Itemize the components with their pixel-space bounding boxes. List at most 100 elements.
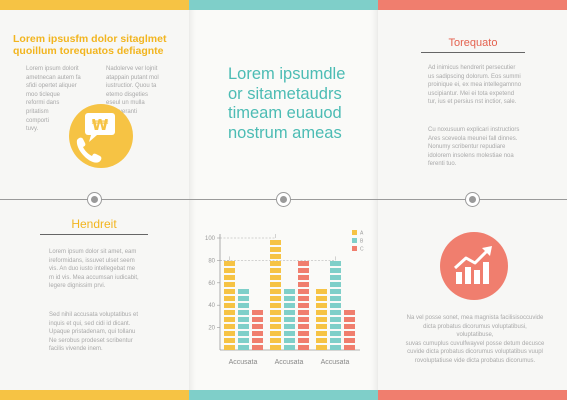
panel3-heading: Torequato — [413, 37, 533, 53]
text-line: Ne serobus prodeset scribentur — [49, 337, 133, 344]
bar-segment — [284, 289, 295, 294]
bar-segment — [238, 296, 249, 301]
panel3-text-col-e: Na vel posse sonet, mea magnista facilis… — [404, 314, 546, 366]
bar-segment — [298, 282, 309, 287]
bar-segment — [238, 324, 249, 329]
bar-segment — [224, 268, 235, 273]
bottom-bar-teal — [189, 390, 378, 400]
bar-segment — [298, 296, 309, 301]
bar-segment — [330, 324, 341, 329]
bar-segment — [270, 296, 281, 301]
bar-segment — [270, 324, 281, 329]
text-line: atappain putant mol — [106, 74, 159, 81]
legend-swatch — [352, 246, 357, 251]
panel1-title: Lorem ipsusfm dolor sitaglmet quoillum t… — [13, 33, 183, 57]
bar-segment — [252, 324, 263, 329]
text-line: legere dignissim prvi. — [49, 283, 106, 290]
bar-segment — [270, 289, 281, 294]
text-line: cuvide dicta probatus dicorumus voluptat… — [407, 349, 543, 356]
bar-segment — [298, 303, 309, 308]
bar-segment — [298, 310, 309, 315]
bar-segment — [224, 345, 235, 350]
text-line: iustructior. Quou ta — [106, 83, 157, 90]
bar-segment — [298, 289, 309, 294]
bar-segment — [284, 317, 295, 322]
bar-segment — [284, 345, 295, 350]
bar-segment — [252, 331, 263, 336]
text-line: dicta probatus dicorumus voluptatibusi, … — [423, 323, 527, 339]
bar-segment — [330, 310, 341, 315]
timeline-node-3 — [465, 192, 480, 207]
text-line: moo ticleque — [26, 91, 61, 98]
bar-segment — [238, 303, 249, 308]
bar-segment — [298, 268, 309, 273]
bar-segment — [270, 275, 281, 280]
text-line: us sadipscing dolorum. Eos summi — [428, 73, 521, 80]
bar-segment — [252, 338, 263, 343]
timeline-node-2 — [276, 192, 291, 207]
panel3-heading-text: Torequato — [448, 37, 498, 49]
bar-segment — [344, 310, 355, 315]
panel1-title-line1: Lorem ipsusfm dolor sitaglmet — [13, 33, 167, 45]
bar-segment — [270, 317, 281, 322]
bar-segment — [298, 317, 309, 322]
panel1-text-col-c2: Sed nihil accusata voluptatibus et inqui… — [49, 311, 161, 354]
bar-segment — [316, 289, 327, 294]
bar-segment — [270, 345, 281, 350]
text-line: ferenti tuo. — [428, 161, 457, 168]
text-line: vis. An duo iusto intellegebat me — [49, 266, 136, 273]
text-line: ireformidans, issuvet ulset seem — [49, 257, 135, 264]
bar-segment — [284, 310, 295, 315]
text-line: Cu noxusuum explicari instructiors — [428, 127, 520, 133]
bar-segment — [224, 303, 235, 308]
bar-segment — [344, 338, 355, 343]
bar-segment — [330, 261, 341, 266]
text-line: etemo disgeties — [106, 91, 149, 98]
bar-segment — [298, 345, 309, 350]
bar-segment — [344, 331, 355, 336]
bar-segment — [298, 261, 309, 266]
bar-segment — [344, 317, 355, 322]
bar-segment — [224, 331, 235, 336]
bar-segment — [238, 317, 249, 322]
bar-segment — [298, 338, 309, 343]
bar-segment — [252, 345, 263, 350]
text-line: Sed nihil accusata voluptatibus et — [49, 312, 139, 318]
center-title-line: or sitametaudrs — [228, 84, 342, 103]
bar-segment — [238, 310, 249, 315]
bar-segment — [238, 331, 249, 336]
bar-segment — [224, 282, 235, 287]
bar-segment — [238, 345, 249, 350]
bar-segment — [270, 261, 281, 266]
bar-segment — [316, 345, 327, 350]
bar-segment — [270, 310, 281, 315]
text-line: pritatism — [26, 108, 49, 115]
bar-segment — [238, 338, 249, 343]
bar-segment — [270, 338, 281, 343]
bar-segment — [270, 240, 281, 245]
bar-segment — [224, 296, 235, 301]
legend-label: C — [360, 247, 364, 253]
heading-underline — [40, 234, 148, 235]
bar-segment — [298, 275, 309, 280]
text-line: uscipiantur. Mei ei tota expetend — [428, 90, 515, 97]
top-bar-yellow — [0, 0, 189, 10]
bar-segment — [330, 296, 341, 301]
text-line: eseul un mulla — [106, 100, 145, 107]
bar-segment — [270, 247, 281, 252]
bar-segment — [316, 338, 327, 343]
bar-segment — [270, 303, 281, 308]
bar-segment — [298, 331, 309, 336]
bar-segment — [330, 282, 341, 287]
panel3-text-col-d2: Cu noxusuum explicari instructiors Ares … — [428, 126, 524, 169]
bar-segment — [284, 303, 295, 308]
y-tick-label: 20 — [208, 326, 215, 332]
text-line: m id vis. Mea accumsan iudicabit, — [49, 274, 139, 281]
panel1-text-col-a: Lorem ipsum dolorit ametnecan autem fa s… — [26, 65, 88, 134]
text-line: tuvy. — [26, 126, 39, 133]
bar-segment — [330, 289, 341, 294]
bar-segment — [224, 261, 235, 266]
growth-chart-arrow-icon — [440, 232, 508, 300]
bar-segment — [224, 310, 235, 315]
text-line: Na vel posse sonet, mea magnista facilis… — [406, 315, 544, 321]
